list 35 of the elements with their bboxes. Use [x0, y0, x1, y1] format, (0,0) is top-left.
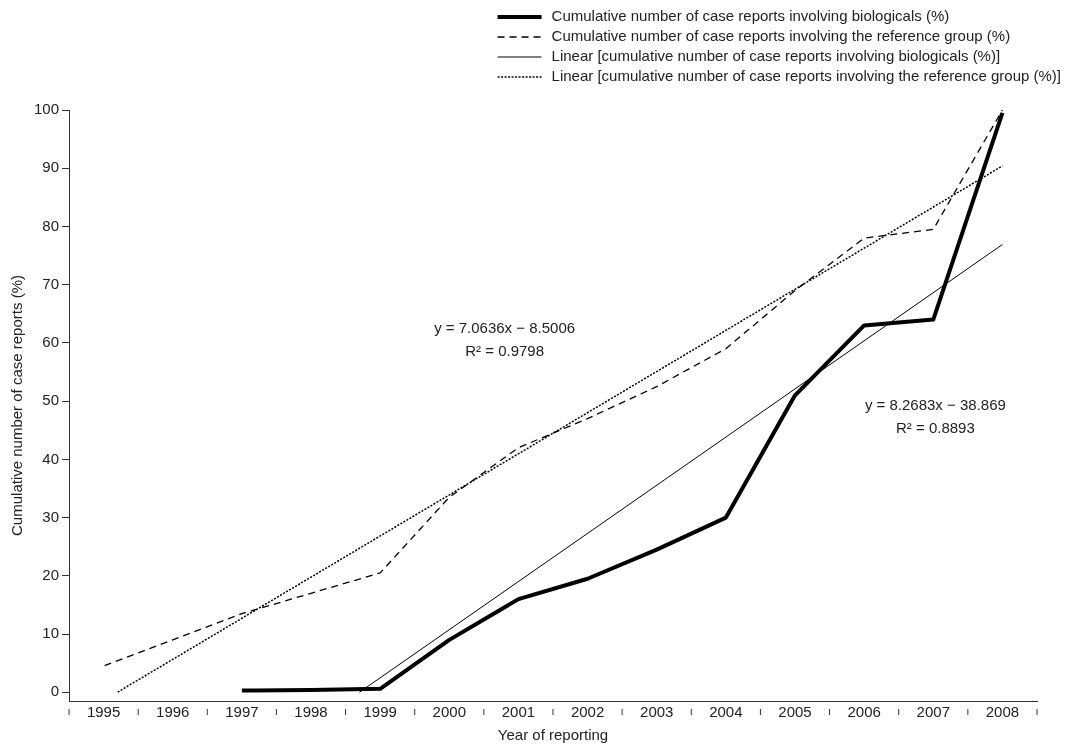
x-tick-label: 1995 — [86, 703, 121, 721]
y-tick-label: 20 — [42, 565, 60, 583]
x-tick-label: 2005 — [778, 703, 812, 721]
x-tick-label: 2001 — [501, 703, 536, 721]
x-tick-label: 2006 — [847, 703, 881, 721]
y-tick-label: 0 — [50, 682, 60, 700]
annotation: y = 7.0636x − 8.5006 — [434, 318, 576, 336]
x-tick-label: 2003 — [640, 703, 674, 721]
legend-label: Linear [cumulative number of case reports involving biologicals (%)] — [551, 47, 1001, 65]
y-axis-title: Cumulative number of case reports (%) — [8, 275, 26, 536]
y-tick-label: 60 — [42, 333, 60, 351]
y-tick-label: 80 — [42, 216, 60, 234]
annotation: R² = 0.8893 — [895, 419, 975, 437]
y-tick-label: 100 — [34, 100, 60, 118]
annotation: y = 8.2683x − 38.869 — [864, 395, 1006, 413]
y-tick-label: 30 — [42, 507, 60, 525]
x-tick-label: 2002 — [570, 703, 605, 721]
legend-label: Linear [cumulative number of case reports involving the reference group (%)] — [551, 67, 1061, 85]
x-tick-label: 1998 — [294, 703, 328, 721]
x-tick-label: 1996 — [156, 703, 190, 721]
y-tick-label: 40 — [42, 449, 60, 467]
y-tick-label: 90 — [42, 158, 60, 176]
annotation: R² = 0.9798 — [465, 342, 545, 360]
x-tick-label: 1999 — [363, 703, 397, 721]
x-tick-label: 2007 — [916, 703, 950, 721]
y-tick-label: 10 — [42, 624, 60, 642]
y-tick-label: 50 — [42, 391, 60, 409]
legend-label: Cumulative number of case reports involving biologicals (%) — [551, 7, 950, 25]
x-axis-title: Year of reporting — [497, 726, 609, 744]
x-tick-label: 2008 — [985, 703, 1020, 721]
x-tick-label: 2000 — [432, 703, 466, 721]
x-tick-label: 2004 — [709, 703, 743, 721]
legend-label: Cumulative number of case reports involving the reference group (%) — [551, 27, 1011, 45]
x-tick-label: 1997 — [225, 703, 259, 721]
y-tick-label: 70 — [42, 274, 60, 292]
